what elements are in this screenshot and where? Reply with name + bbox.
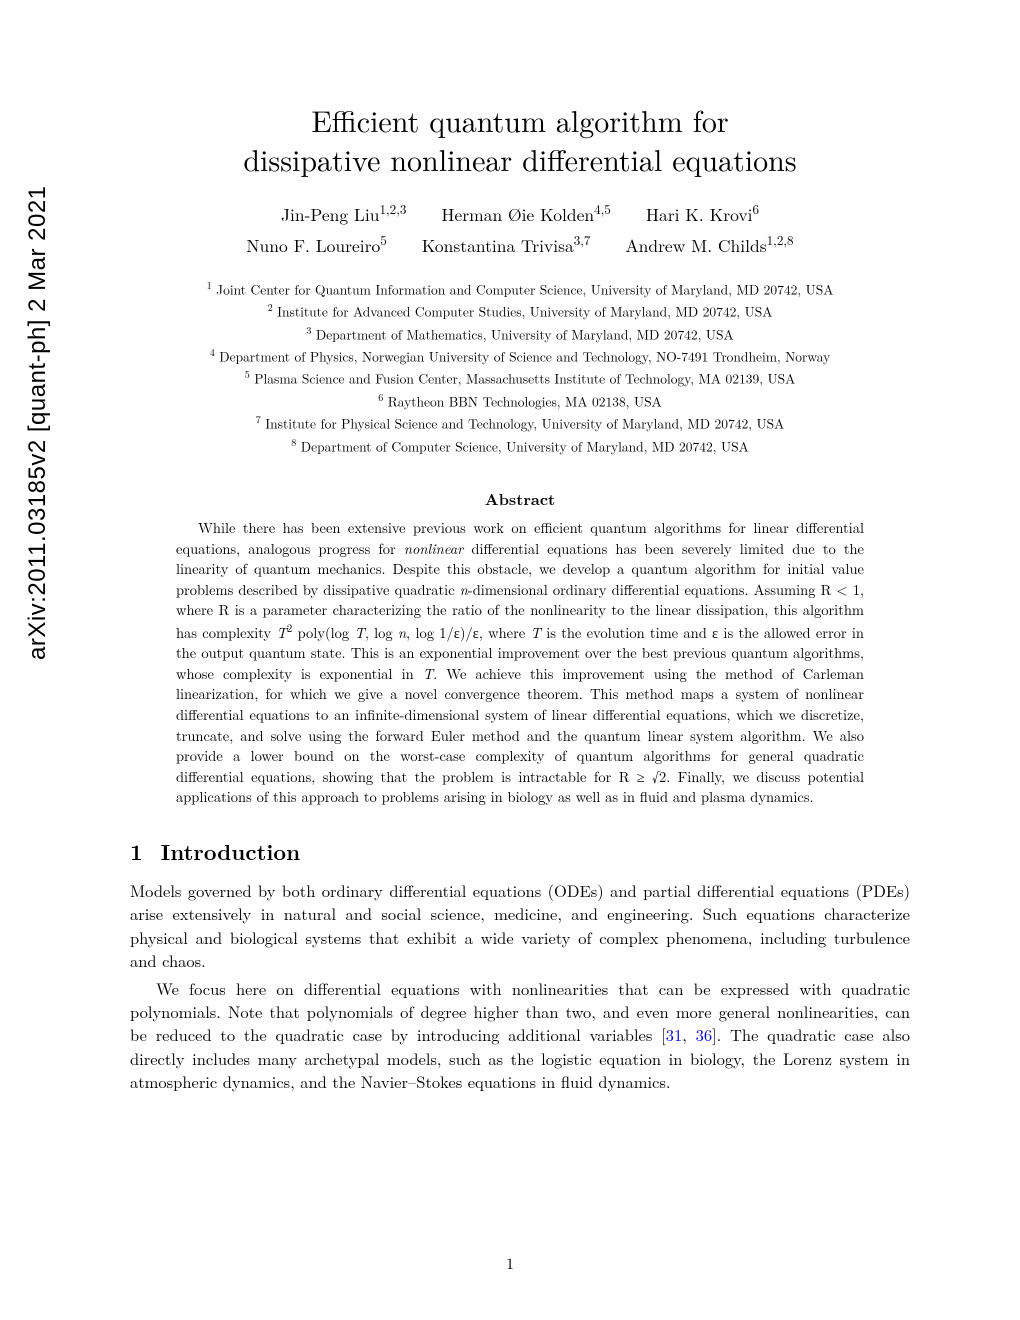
affiliation-8: 8 Department of Computer Science, Univer… (130, 435, 910, 457)
section-title: Introduction (161, 836, 300, 867)
section-1-heading: 1 Introduction (130, 836, 910, 867)
body-paragraph-2: We focus here on differential equations … (130, 977, 910, 1094)
affiliation-6: 6 Raytheon BBN Technologies, MA 02138, U… (130, 390, 910, 412)
abstract-text: While there has been extensive previous … (176, 518, 864, 808)
body-paragraph-1: Models governed by both ordinary differe… (130, 879, 910, 973)
affiliation-2: 2 Institute for Advanced Computer Studie… (130, 300, 910, 322)
title-line-1: Efficient quantum algorithm for (311, 98, 728, 141)
page-number: 1 (0, 1251, 1020, 1274)
authors-block: Jin-Peng Liu1,2,3 Herman Øie Kolden4,5 H… (130, 198, 910, 260)
title-line-2: dissipative nonlinear differential equat… (243, 137, 796, 180)
page-content: Efficient quantum algorithm for dissipat… (0, 0, 1020, 1138)
affiliation-1: 1 Joint Center for Quantum Information a… (130, 278, 910, 300)
arxiv-stamp: arXiv:2011.03185v2 [quant-ph] 2 Mar 2021 (24, 185, 52, 660)
paper-title: Efficient quantum algorithm for dissipat… (130, 100, 910, 178)
affiliation-7: 7 Institute for Physical Science and Tec… (130, 412, 910, 434)
authors-line-1: Jin-Peng Liu1,2,3 Herman Øie Kolden4,5 H… (130, 198, 910, 229)
affiliations-block: 1 Joint Center for Quantum Information a… (130, 278, 910, 457)
affiliation-5: 5 Plasma Science and Fusion Center, Mass… (130, 367, 910, 389)
authors-line-2: Nuno F. Loureiro5 Konstantina Trivisa3,7… (130, 229, 910, 260)
body-text: Models governed by both ordinary differe… (130, 879, 910, 1094)
affiliation-4: 4 Department of Physics, Norwegian Unive… (130, 345, 910, 367)
section-number: 1 (130, 836, 143, 867)
abstract-heading: Abstract (130, 487, 910, 510)
affiliation-3: 3 Department of Mathematics, University … (130, 323, 910, 345)
